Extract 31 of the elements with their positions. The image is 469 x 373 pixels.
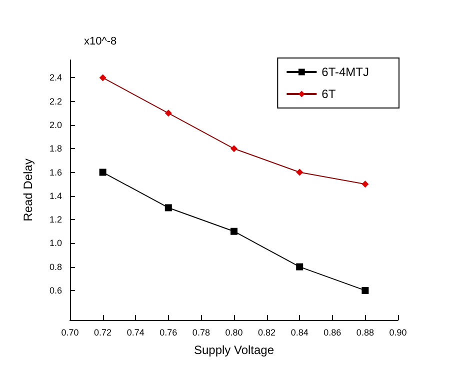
x-tick-label: 0.80 [225, 328, 243, 338]
y-tick-label: 1.4 [49, 190, 62, 201]
point [99, 168, 106, 176]
x-tick-label: 0.88 [356, 328, 374, 338]
y-tick-label: 0.8 [49, 262, 62, 272]
legend-label: 6T-4MTJ [322, 65, 370, 79]
y-tick-label: 1.2 [49, 214, 62, 225]
legend-label: 6T [322, 87, 336, 101]
point [164, 204, 172, 212]
text: x10^-8 [84, 36, 117, 48]
y-tick-label: 2.0 [49, 120, 62, 130]
y-tick-label: 1.8 [49, 144, 62, 154]
x-tick-label: 0.90 [389, 328, 407, 338]
x-axis-title: Supply Voltage [194, 343, 274, 357]
x-tick-label: 0.76 [160, 328, 178, 338]
x-tick-label: 0.78 [192, 328, 210, 338]
point [230, 228, 238, 235]
point [296, 263, 304, 270]
y-tick-label: 1.0 [49, 238, 62, 248]
x-tick-label: 0.82 [258, 328, 276, 338]
y-tick-label: 0.6 [49, 285, 62, 296]
x-tick-label: 0.86 [324, 328, 342, 338]
x-tick-label: 0.70 [61, 328, 79, 338]
x-tick-label: 0.84 [290, 328, 308, 338]
x-tick-label: 0.74 [126, 328, 144, 338]
y-axis-title: Read Delay [21, 158, 35, 222]
point [362, 286, 369, 294]
x-tick-label: 0.72 [94, 328, 112, 338]
y-tick-label: 2.2 [49, 96, 62, 106]
y-tick-label: 1.6 [49, 167, 62, 178]
y-tick-label: 2.4 [49, 72, 62, 83]
